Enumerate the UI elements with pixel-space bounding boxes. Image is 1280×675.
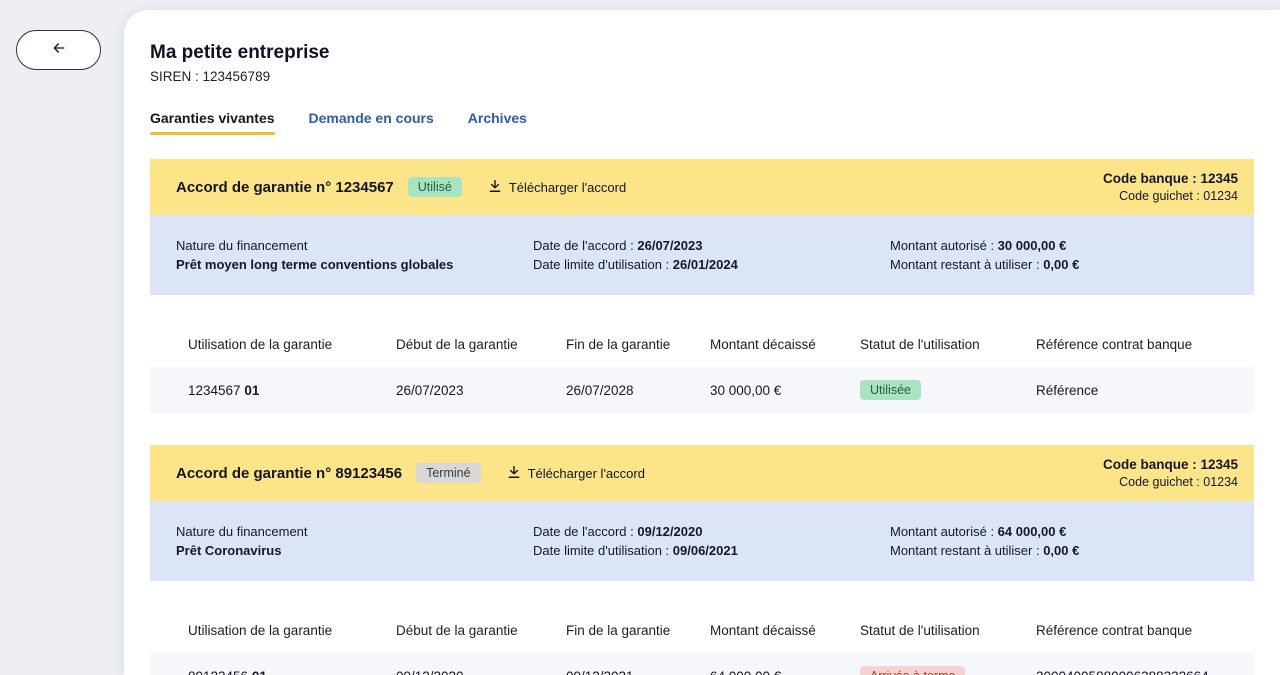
date-limite-label: Date limite d'utilisation : <box>533 257 673 272</box>
accord-card: Accord de garantie n° 1234567 Utilisé Té… <box>150 159 1254 413</box>
nature-value: Prêt moyen long terme conventions global… <box>176 257 454 272</box>
code-guichet: Code guichet : 01234 <box>1119 475 1238 489</box>
date-limite-value: 26/01/2024 <box>672 257 738 272</box>
cell-statut: Utilisée <box>860 380 1036 400</box>
bank-codes: Code banque : 12345 Code guichet : 01234 <box>1103 457 1238 489</box>
back-button[interactable] <box>16 30 101 70</box>
cell-montant: 30 000,00 € <box>710 382 782 398</box>
garantie-table: Utilisation de la garantie Début de la g… <box>150 607 1254 675</box>
date-limite-value: 09/06/2021 <box>672 543 738 558</box>
montant-autorise-value: 30 000,00 € <box>997 238 1067 253</box>
main-panel: Ma petite entreprise SIREN : 123456789 G… <box>124 10 1280 675</box>
nature-label: Nature du financement <box>176 524 308 539</box>
table-header-row: Utilisation de la garantie Début de la g… <box>150 321 1254 367</box>
accord-header: Accord de garantie n° 1234567 Utilisé Té… <box>150 159 1254 215</box>
montant-restant-value: 0,00 € <box>1043 543 1080 558</box>
montants-accord: Montant autorisé : 64 000,00 € Montant r… <box>890 522 1228 560</box>
accord-header: Accord de garantie n° 89123456 Terminé T… <box>150 445 1254 501</box>
statut-badge: Arrivée à terme <box>860 666 966 675</box>
col-statut: Statut de l'utilisation <box>860 622 980 638</box>
montant-autorise-label: Montant autorisé : <box>890 524 998 539</box>
montant-autorise-value: 64 000,00 € <box>997 524 1067 539</box>
download-accord-link[interactable]: Télécharger l'accord <box>488 179 626 196</box>
cell-debut: 09/12/2020 <box>396 669 566 675</box>
col-montant: Montant décaissé <box>710 622 816 638</box>
code-banque: Code banque : 12345 <box>1102 171 1238 186</box>
accord-info-strip: Nature du financement Prêt Coronavirus D… <box>150 501 1254 581</box>
code-guichet: Code guichet : 01234 <box>1119 189 1238 203</box>
montant-restant-label: Montant restant à utiliser : <box>890 257 1044 272</box>
montant-restant-value: 0,00 € <box>1043 257 1080 272</box>
dates-accord: Date de l'accord : 09/12/2020 Date limit… <box>533 522 890 560</box>
tab-demande-en-cours[interactable]: Demande en cours <box>308 110 434 126</box>
cell-reference: Référence <box>1036 382 1099 398</box>
bank-codes: Code banque : 12345 Code guichet : 01234 <box>1103 171 1238 203</box>
col-reference: Référence contrat banque <box>1036 622 1193 638</box>
page-title: Ma petite entreprise <box>150 42 330 63</box>
tab-garanties-vivantes[interactable]: Garanties vivantes <box>150 110 275 135</box>
download-icon <box>507 465 521 482</box>
utilisation-suffix: 01 <box>252 669 267 675</box>
montant-autorise-label: Montant autorisé : <box>890 238 998 253</box>
download-label: Télécharger l'accord <box>508 179 627 195</box>
date-accord-label: Date de l'accord : <box>533 238 638 253</box>
date-accord-value: 26/07/2023 <box>637 238 703 253</box>
table-row: 89123456 01 09/12/2020 09/12/2021 64 000… <box>150 653 1254 675</box>
table-header-row: Utilisation de la garantie Début de la g… <box>150 607 1254 653</box>
utilisation-number: 89123456 <box>188 669 252 675</box>
cell-utilisation: 1234567 01 <box>188 383 396 398</box>
cell-statut: Arrivée à terme <box>860 666 1036 675</box>
back-arrow-icon <box>48 40 70 61</box>
col-reference: Référence contrat banque <box>1036 336 1193 352</box>
cell-montant: 64 000,00 € <box>710 669 860 675</box>
utilisation-number: 1234567 <box>188 382 245 398</box>
cell-fin: 26/07/2028 <box>566 382 634 398</box>
download-icon <box>488 179 502 196</box>
download-label: Télécharger l'accord <box>527 465 645 481</box>
siren-label: SIREN : 123456789 <box>150 69 271 84</box>
cell-fin: 09/12/2021 <box>566 669 710 675</box>
status-badge: Terminé <box>416 463 481 483</box>
col-debut: Début de la garantie <box>396 622 518 638</box>
accord-title: Accord de garantie n° 89123456 <box>176 464 403 482</box>
nature-label: Nature du financement <box>176 238 308 253</box>
col-statut: Statut de l'utilisation <box>860 336 980 352</box>
montant-restant-label: Montant restant à utiliser : <box>890 543 1044 558</box>
col-debut: Début de la garantie <box>396 336 518 352</box>
tab-bar: Garanties vivantes Demande en cours Arch… <box>150 110 1254 135</box>
accord-title: Accord de garantie n° 1234567 <box>176 178 394 196</box>
col-utilisation: Utilisation de la garantie <box>188 622 333 638</box>
accord-card: Accord de garantie n° 89123456 Terminé T… <box>150 445 1254 675</box>
montants-accord: Montant autorisé : 30 000,00 € Montant r… <box>890 236 1228 274</box>
date-limite-label: Date limite d'utilisation : <box>533 543 673 558</box>
cell-utilisation: 89123456 01 <box>188 669 396 675</box>
nature-financement: Nature du financement Prêt moyen long te… <box>176 236 533 274</box>
col-fin: Fin de la garantie <box>566 336 671 352</box>
code-banque: Code banque : 12345 <box>1102 457 1238 472</box>
cell-reference: 30004005880006388332664 <box>1036 669 1254 675</box>
col-utilisation: Utilisation de la garantie <box>188 336 333 352</box>
date-accord-label: Date de l'accord : <box>533 524 638 539</box>
accord-info-strip: Nature du financement Prêt moyen long te… <box>150 215 1254 295</box>
nature-financement: Nature du financement Prêt Coronavirus <box>176 522 533 560</box>
statut-badge: Utilisée <box>860 380 921 400</box>
download-accord-link[interactable]: Télécharger l'accord <box>507 465 645 482</box>
utilisation-suffix: 01 <box>244 382 260 398</box>
col-montant: Montant décaissé <box>710 336 816 352</box>
date-accord-value: 09/12/2020 <box>637 524 703 539</box>
col-fin: Fin de la garantie <box>566 622 671 638</box>
tab-archives[interactable]: Archives <box>467 110 527 126</box>
nature-value: Prêt Coronavirus <box>176 543 282 558</box>
garantie-table: Utilisation de la garantie Début de la g… <box>150 321 1254 413</box>
cell-debut: 26/07/2023 <box>396 382 464 398</box>
dates-accord: Date de l'accord : 26/07/2023 Date limit… <box>533 236 890 274</box>
table-row: 1234567 01 26/07/2023 26/07/2028 30 000,… <box>150 367 1254 413</box>
status-badge: Utilisé <box>407 177 462 197</box>
